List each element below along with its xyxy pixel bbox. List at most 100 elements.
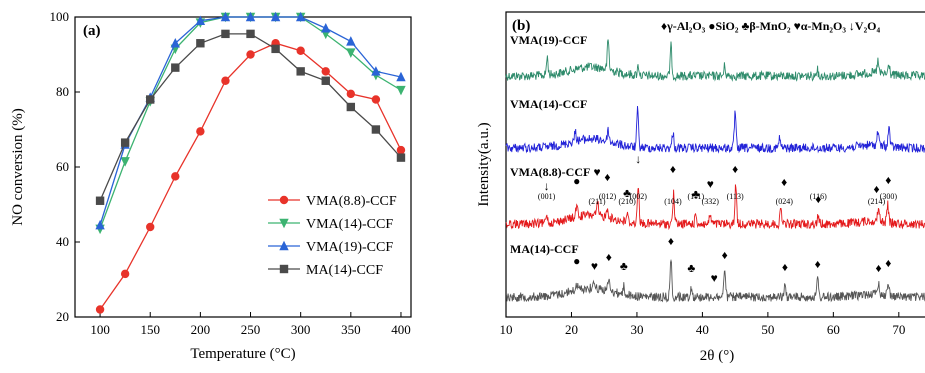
hkl-annotation: (104) [664, 197, 682, 206]
data-point [246, 50, 255, 59]
data-point [295, 11, 306, 22]
data-point [195, 15, 206, 25]
data-point [346, 102, 356, 112]
legend-label: VMA(14)-CCF [306, 217, 393, 232]
y-tick-label: 40 [56, 234, 69, 249]
al2o3-marker: ♦ [885, 256, 891, 270]
panel-b-series-label: MA(14)-CCF [510, 242, 579, 256]
sio2-marker: ● [573, 254, 580, 268]
hkl-annotation: (113) [727, 192, 744, 201]
al2o3-marker: ♦ [815, 192, 821, 206]
data-point [279, 240, 289, 251]
x-tick-label: 250 [241, 322, 261, 337]
data-point [346, 36, 356, 46]
panel-a-y-axis-label: NO conversion (%) [10, 108, 26, 225]
hkl-annotation: (001) [538, 192, 556, 201]
data-point [95, 305, 105, 314]
data-point [321, 76, 330, 85]
y-tick-label: 80 [56, 84, 69, 99]
hkl-annotation: (111) [687, 192, 704, 201]
mn2o3-marker: ♥ [711, 271, 718, 285]
al2o3-marker: ♦ [670, 162, 676, 176]
panel-b-annotations: (001) (211)(012)(210)(002) (104) (111)(332)… [538, 152, 897, 285]
data-point [120, 269, 130, 279]
mno2-marker: ♣ [692, 187, 700, 201]
al2o3-marker: ♦ [606, 250, 612, 264]
panel-b-series-label: VMA(19)-CCF [510, 33, 587, 47]
hkl-annotation: (300) [880, 192, 898, 201]
x-tick-label: 100 [90, 322, 110, 337]
data-point [371, 125, 381, 134]
al2o3-marker: ♦ [668, 234, 674, 248]
data-point [245, 11, 256, 22]
panel-b: 10 20 30 40 50 60 70 (b) ♦γ-Al₂O₃ ●SiO₂ ♣β-MnO… [476, 11, 925, 364]
hkl-annotation: (211) [588, 197, 605, 206]
panel-a-legend: VMA(8.8)-CCF VMA(14)-CCF VMA(19)-CCF MA(14)… [268, 194, 397, 278]
panel-b-series [505, 39, 925, 303]
data-point [146, 222, 155, 232]
sio2-marker: ● [573, 174, 580, 188]
x-tick-label: 200 [191, 322, 211, 337]
data-point [396, 71, 406, 82]
series-line [99, 33, 402, 202]
panel-b-frame [505, 11, 925, 318]
v2o4-marker: ↓ [544, 179, 550, 193]
x-tick-label: 40 [696, 322, 709, 337]
al2o3-marker: ♦ [604, 170, 610, 184]
data-point [396, 153, 406, 162]
data-point [221, 76, 230, 85]
mn2o3-marker: ♥ [593, 165, 600, 179]
mno2-marker: ♣ [620, 259, 628, 273]
x-tick-label: 150 [140, 322, 160, 337]
legend-label: MA(14)-CCF [306, 263, 383, 278]
panel-a-x-axis-label: Temperature (°C) [190, 346, 295, 362]
data-point [321, 67, 330, 76]
panel-b-label: (b) [512, 18, 530, 34]
data-point [120, 157, 130, 167]
panel-a-label: (a) [83, 23, 101, 39]
panel-a-series [95, 11, 406, 314]
data-point [346, 89, 356, 99]
data-point [196, 127, 205, 136]
panel-a: 100 150 200 250 300 350 400 20 40 60 80 100 (a) Tem… [10, 9, 412, 362]
hkl-annotation: (002) [630, 192, 648, 201]
x-tick-label: 70 [892, 322, 905, 337]
al2o3-marker: ♦ [781, 175, 787, 189]
data-point [279, 264, 289, 274]
hkl-annotation: (214) [868, 197, 886, 206]
data-point [171, 172, 180, 181]
data-point [196, 39, 205, 48]
xrd-pattern [505, 105, 925, 154]
data-point [271, 44, 280, 54]
al2o3-marker: ♦ [815, 257, 821, 271]
al2o3-marker: ♦ [782, 260, 788, 274]
x-tick-label: 20 [565, 322, 578, 337]
data-point [220, 11, 231, 22]
data-point [95, 196, 105, 205]
data-point [170, 38, 180, 48]
data-point [221, 29, 230, 39]
data-point [371, 66, 381, 76]
hkl-annotation: (332) [702, 197, 720, 206]
data-point [346, 48, 356, 58]
data-point [279, 195, 289, 205]
v2o4-marker: ↓ [635, 152, 641, 166]
panel-b-y-axis-label: Intensity(a.u.) [476, 122, 492, 206]
al2o3-marker: ♦ [732, 162, 738, 176]
al2o3-marker: ♦ [722, 248, 728, 262]
mno2-marker: ♣ [623, 186, 631, 200]
data-point [396, 85, 406, 96]
data-point [246, 29, 255, 39]
xrd-pattern [505, 184, 925, 231]
data-point [296, 67, 305, 76]
y-tick-label: 60 [56, 159, 69, 174]
legend-label: VMA(8.8)-CCF [306, 194, 397, 209]
x-tick-label: 300 [291, 322, 311, 337]
al2o3-marker: ♦ [875, 261, 881, 275]
mn2o3-marker: ♥ [707, 177, 714, 191]
x-tick-label: 400 [391, 322, 411, 337]
x-tick-label: 10 [500, 322, 513, 337]
panel-b-axes: 10 20 30 40 50 60 70 [500, 312, 905, 337]
panel-b-x-axis-label: 2θ (°) [700, 348, 734, 364]
